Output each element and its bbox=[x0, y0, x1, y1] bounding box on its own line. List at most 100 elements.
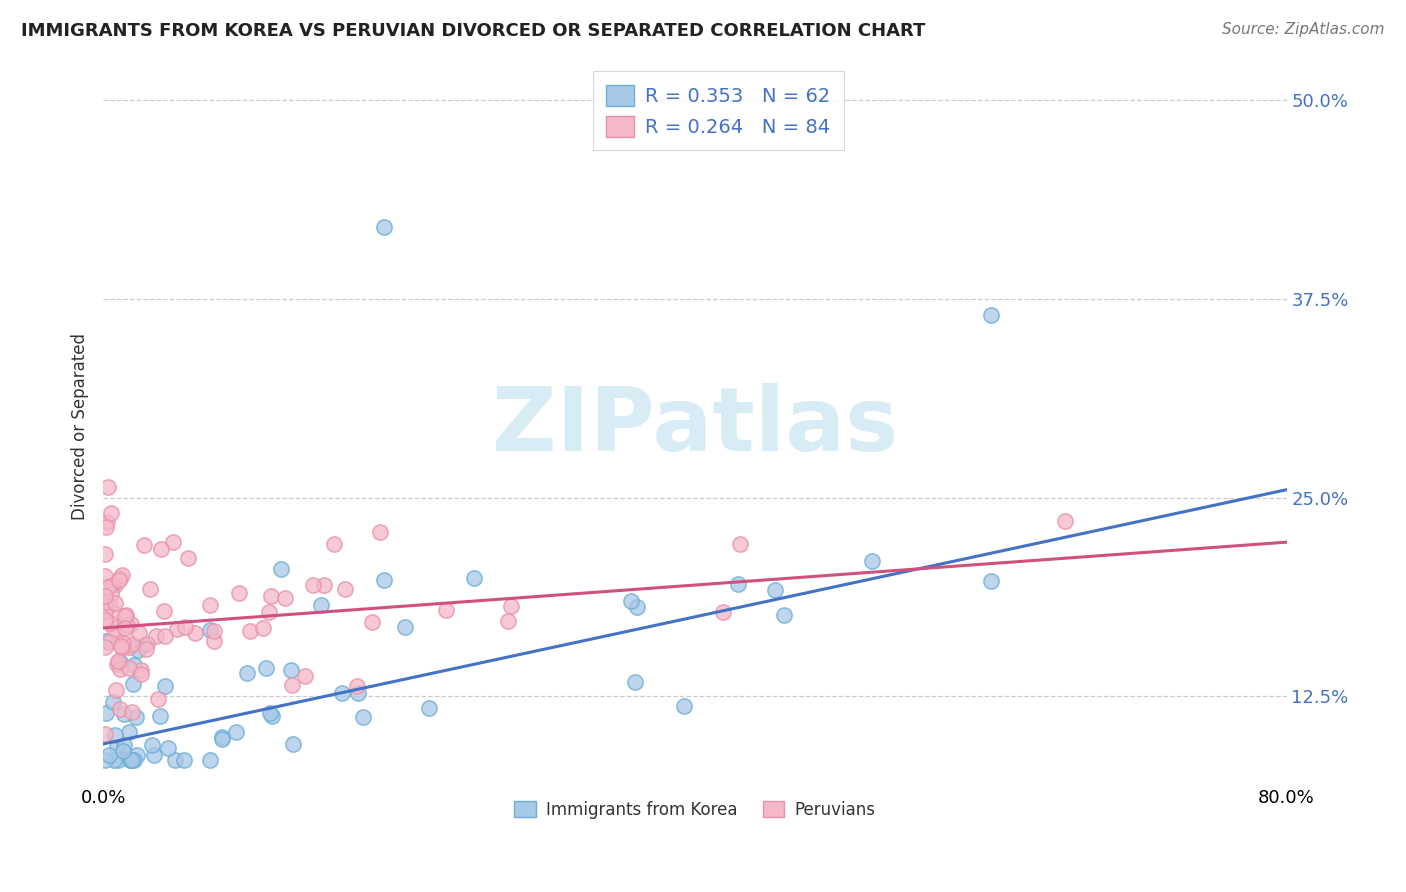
Point bbox=[94, 640, 117, 655]
Point bbox=[121, 753, 143, 767]
Point bbox=[107, 655, 129, 669]
Point bbox=[125, 710, 148, 724]
Point bbox=[107, 753, 129, 767]
Point bbox=[259, 606, 281, 620]
Point bbox=[252, 621, 274, 635]
Point bbox=[150, 541, 173, 556]
Point bbox=[94, 520, 117, 534]
Point bbox=[128, 625, 150, 640]
Point bbox=[108, 655, 131, 669]
Text: ZIPatlas: ZIPatlas bbox=[492, 383, 898, 469]
Point bbox=[118, 661, 141, 675]
Point bbox=[108, 701, 131, 715]
Point bbox=[111, 640, 134, 655]
Point bbox=[108, 571, 131, 585]
Point bbox=[104, 728, 127, 742]
Point bbox=[114, 621, 136, 635]
Point bbox=[97, 580, 120, 594]
Point bbox=[127, 748, 149, 763]
Point bbox=[103, 606, 125, 620]
Point bbox=[434, 603, 457, 617]
Point bbox=[162, 535, 184, 549]
Point bbox=[211, 730, 233, 744]
Point bbox=[166, 622, 188, 636]
Point bbox=[94, 605, 117, 619]
Point bbox=[96, 515, 118, 529]
Point bbox=[129, 666, 152, 681]
Point bbox=[200, 598, 222, 612]
Point bbox=[96, 633, 118, 648]
Point bbox=[112, 739, 135, 753]
Point bbox=[115, 618, 138, 632]
Point bbox=[620, 594, 643, 608]
Point bbox=[323, 536, 346, 550]
Point bbox=[93, 547, 115, 561]
Point bbox=[763, 583, 786, 598]
Point bbox=[98, 616, 121, 631]
Point bbox=[394, 620, 416, 634]
Point bbox=[235, 665, 257, 680]
Point bbox=[711, 605, 734, 619]
Point bbox=[98, 748, 121, 763]
Point bbox=[103, 695, 125, 709]
Point bbox=[463, 571, 485, 585]
Point bbox=[333, 582, 356, 597]
Point bbox=[184, 625, 207, 640]
Point bbox=[111, 568, 134, 582]
Point bbox=[122, 753, 145, 767]
Point bbox=[270, 562, 292, 576]
Point bbox=[239, 624, 262, 638]
Point bbox=[93, 727, 115, 741]
Point bbox=[302, 578, 325, 592]
Point bbox=[280, 664, 302, 678]
Point bbox=[727, 577, 749, 591]
Point bbox=[1053, 515, 1076, 529]
Point bbox=[281, 678, 304, 692]
Point bbox=[145, 629, 167, 643]
Point bbox=[496, 615, 519, 629]
Point bbox=[228, 586, 250, 600]
Point bbox=[100, 506, 122, 520]
Text: Source: ZipAtlas.com: Source: ZipAtlas.com bbox=[1222, 22, 1385, 37]
Point bbox=[332, 686, 354, 700]
Point bbox=[728, 537, 751, 551]
Point bbox=[211, 731, 233, 746]
Point bbox=[105, 657, 128, 672]
Point bbox=[108, 574, 131, 588]
Point bbox=[672, 699, 695, 714]
Point bbox=[103, 622, 125, 636]
Point bbox=[142, 748, 165, 763]
Point bbox=[146, 692, 169, 706]
Point bbox=[314, 578, 336, 592]
Point bbox=[361, 615, 384, 629]
Point bbox=[96, 706, 118, 720]
Point bbox=[127, 642, 149, 657]
Point bbox=[153, 604, 176, 618]
Y-axis label: Divorced or Separated: Divorced or Separated bbox=[72, 333, 89, 520]
Point bbox=[129, 663, 152, 677]
Point bbox=[174, 620, 197, 634]
Point bbox=[105, 683, 128, 698]
Point bbox=[100, 587, 122, 601]
Point bbox=[132, 538, 155, 552]
Point bbox=[373, 573, 395, 587]
Point bbox=[198, 624, 221, 638]
Point bbox=[501, 599, 523, 613]
Point bbox=[980, 574, 1002, 588]
Point bbox=[153, 629, 176, 643]
Point bbox=[105, 627, 128, 641]
Point bbox=[121, 637, 143, 651]
Point bbox=[120, 753, 142, 767]
Point bbox=[176, 551, 198, 566]
Point bbox=[346, 679, 368, 693]
Point bbox=[260, 589, 283, 603]
Point bbox=[104, 596, 127, 610]
Point bbox=[132, 638, 155, 652]
Point bbox=[204, 634, 226, 648]
Point bbox=[93, 753, 115, 767]
Point bbox=[149, 709, 172, 723]
Point bbox=[100, 598, 122, 612]
Point bbox=[110, 639, 132, 653]
Point bbox=[112, 707, 135, 722]
Point bbox=[118, 753, 141, 767]
